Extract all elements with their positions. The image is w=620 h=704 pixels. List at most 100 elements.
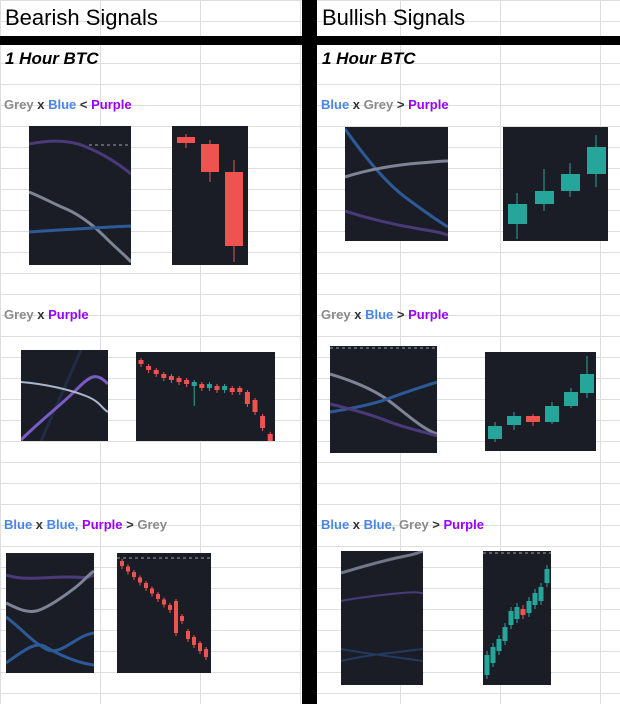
bullish-2-candle-6 [580,374,594,393]
bearish-3-blue-line-b [6,615,94,653]
bearish-3-candle-1 [120,561,124,566]
bearish-2-candle-16 [252,400,258,412]
bullish-3-candle-1 [484,655,490,675]
bullish-2-grey-line [330,372,437,436]
bullish-signal-3: Blue x Blue, Grey > Purple [321,517,484,532]
signal-part-op: x [33,307,49,322]
bearish-3-candle-9 [168,605,172,610]
bearish-title: Bearish Signals [5,5,158,30]
signal-part-purple: Purple [443,517,484,532]
bullish-2-candle-3 [526,416,540,422]
bearish-3-ma-chart [6,553,94,673]
signal-part-blue: Blue [48,97,77,112]
bullish-3-candle-8 [526,601,532,613]
bullish-timeframe: 1 Hour BTC [322,49,416,68]
bearish-3-candle-11 [180,616,184,621]
signal-part-op: > [393,97,409,112]
bearish-3-candle-5 [144,583,148,588]
bullish-2-purple-line [330,402,437,438]
bearish-1-ma-chart [29,126,131,265]
bearish-3-candle-2 [126,566,130,572]
bearish-3-candle-6 [150,588,154,594]
bullish-title: Bullish Signals [322,5,466,30]
bearish-2-candle-13 [229,388,235,392]
bearish-2-candle-3 [153,370,159,374]
bearish-2-candle-4 [161,374,167,378]
signal-part-blue: Blue [321,517,350,532]
bearish-3-candle-3 [132,572,136,577]
bullish-3-ma-chart [341,551,423,685]
bearish-2-candle-9 [199,384,205,388]
bearish-3-candle-12 [186,631,190,639]
bullish-column: Bullish Signals 1 Hour BTC Blue x Grey >… [317,0,620,704]
bearish-2-purple-line [21,375,108,441]
bullish-3-candle-10 [538,587,544,601]
signal-part-op: > [428,517,444,532]
bullish-3-candle-2 [490,647,496,663]
bearish-1-blue-line [29,224,131,234]
bearish-1-candle-2 [201,144,219,172]
signal-part-purple: Purple [82,517,123,532]
bullish-3-candle-4 [502,627,508,641]
bearish-2-candle-7 [184,380,190,384]
column-divider [302,0,317,704]
bullish-3-candle-7 [520,609,526,615]
signal-part-purple: Purple [408,97,449,112]
bullish-3-purple-line [341,591,423,602]
bullish-2-candle-5 [564,392,578,406]
bullish-3-candle-3 [496,639,502,651]
bearish-3-blue-line-a [6,643,94,667]
bullish-1-candle-4 [587,147,606,174]
bullish-3-candle-5 [508,611,514,625]
bearish-2-grey-line [21,381,108,413]
signal-part-op: x [350,307,366,322]
bullish-1-purple-line [345,209,448,237]
signal-part-op: x [32,517,47,532]
bearish-2-candle-8 [191,382,197,386]
bearish-3-candle-13 [192,637,196,645]
bearish-3-candle-15 [204,649,208,657]
signal-part-purple: Purple [91,97,132,112]
bearish-2-candle-18 [267,434,273,441]
bearish-2-candle-11 [214,386,220,390]
signal-part-grey: Grey [137,517,167,532]
bearish-1-candle-3 [225,172,243,246]
bullish-1-ma-chart [345,127,448,241]
signal-part-blue: Blue [4,517,33,532]
bearish-3-grey-line [6,569,94,613]
signal-part-op: x [349,97,364,112]
signal-part-op: x [349,517,364,532]
bearish-timeframe: 1 Hour BTC [5,49,99,68]
bullish-2-ma-chart [330,346,437,453]
bearish-2-candle-12 [222,386,228,390]
bearish-2-ma-chart [21,350,108,441]
signal-part-grey: Grey [4,97,34,112]
bearish-2-candle-2 [146,366,152,370]
signal-part-grey: Grey [363,97,394,112]
bullish-2-candle-1 [488,426,502,439]
signal-part-grey: Grey [321,307,351,322]
bullish-1-candle-3 [561,174,580,191]
bearish-3-purple-line [6,573,94,580]
bullish-1-candle-1 [508,204,527,224]
bullish-1-candle-chart [503,127,608,241]
bearish-3-candle-7 [156,594,160,599]
bearish-3-candle-4 [138,577,142,583]
signal-part-blue: Blue [365,307,394,322]
bullish-2-candle-chart [485,352,596,451]
signal-part-op: < [76,97,92,112]
bearish-1-grey-line [29,190,131,263]
bearish-1-purple-line [29,139,131,176]
signal-part-purple: Purple [48,307,89,322]
bearish-3-candle-8 [162,599,166,605]
signal-part-op: > [393,307,409,322]
bearish-2-candle-15 [244,392,250,404]
bearish-signal-3: Blue x Blue, Purple > Grey [4,517,167,532]
bearish-2-candle-chart [136,352,275,441]
bullish-1-grey-line [345,159,448,179]
bearish-2-candle-6 [176,378,182,382]
signal-part-blue: Blue [321,97,350,112]
bearish-3-candle-14 [198,643,202,651]
bearish-2-candle-5 [168,376,174,380]
bearish-2-candle-17 [260,416,266,428]
